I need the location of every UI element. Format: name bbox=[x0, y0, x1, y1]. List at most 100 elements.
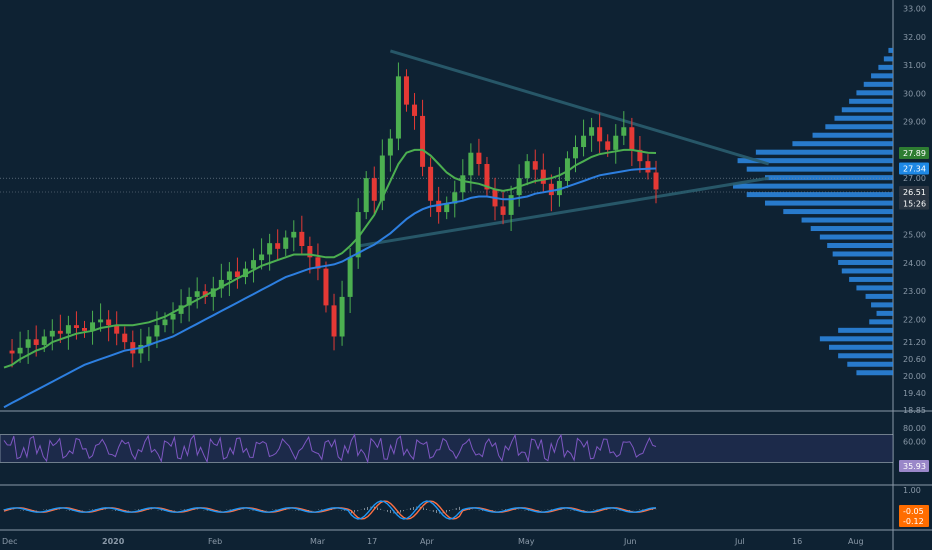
volume-profile-bar bbox=[856, 90, 893, 96]
volume-profile-bar bbox=[819, 336, 893, 342]
volume-profile-bar bbox=[812, 132, 893, 138]
candle-body bbox=[645, 161, 651, 173]
time-axis-label: Feb bbox=[208, 537, 222, 546]
candle-body bbox=[403, 76, 409, 105]
trendline bbox=[389, 49, 770, 166]
candle-body bbox=[613, 135, 619, 150]
volume-profile-bar bbox=[825, 124, 893, 130]
candle-body bbox=[532, 161, 538, 170]
macd-badge-label: -0.12 bbox=[903, 517, 924, 526]
volume-profile-bar bbox=[792, 141, 893, 147]
price-badge-label: 15:26 bbox=[903, 200, 926, 209]
volume-profile-bar bbox=[733, 183, 893, 189]
candle-body bbox=[154, 325, 160, 337]
candle-body bbox=[395, 76, 401, 139]
volume-profile-bar bbox=[819, 234, 893, 240]
candle-body bbox=[25, 339, 31, 348]
candle-body bbox=[259, 254, 265, 261]
candle-body bbox=[347, 257, 353, 297]
candle-body bbox=[363, 178, 369, 213]
candle-body bbox=[444, 203, 450, 213]
candle-body bbox=[653, 172, 659, 190]
candle-body bbox=[556, 180, 562, 196]
candle-body bbox=[57, 330, 63, 334]
candle-body bbox=[524, 161, 530, 179]
time-axis-label: Mar bbox=[310, 537, 326, 546]
candle-body bbox=[146, 336, 152, 345]
moving-average-fast bbox=[3, 148, 657, 369]
candle-body bbox=[210, 288, 216, 297]
volume-profile-bar bbox=[856, 285, 893, 291]
rsi-badge-label: 35.93 bbox=[903, 462, 926, 471]
candle-body bbox=[299, 231, 305, 246]
candle-body bbox=[540, 169, 546, 184]
volume-profile-bar bbox=[865, 293, 893, 299]
candle-body bbox=[170, 313, 176, 320]
candle-body bbox=[331, 305, 337, 337]
time-axis-label: Jun bbox=[623, 537, 637, 546]
price-tick-label: 31.00 bbox=[903, 61, 926, 70]
candle-body bbox=[17, 347, 23, 354]
candle-body bbox=[162, 319, 168, 326]
price-tick-label: 22.00 bbox=[903, 316, 926, 325]
volume-profile-bar bbox=[888, 47, 893, 53]
price-badge bbox=[899, 162, 929, 175]
candle-body bbox=[49, 330, 55, 337]
volume-profile-bar bbox=[765, 200, 893, 206]
candle-body bbox=[564, 158, 570, 181]
candle-body bbox=[194, 291, 200, 297]
candle-body bbox=[476, 152, 482, 164]
volume-profile-bar bbox=[746, 192, 893, 198]
macd-line bbox=[3, 500, 657, 520]
candle-body bbox=[90, 322, 96, 331]
volume-profile-bar bbox=[878, 64, 893, 70]
rsi-tick-label: 60.00 bbox=[903, 438, 926, 447]
candle-body bbox=[73, 325, 79, 328]
price-badge-label: 27.89 bbox=[903, 149, 926, 158]
candle-body bbox=[178, 305, 184, 314]
time-axis-label: Jul bbox=[734, 537, 745, 546]
candle-body bbox=[484, 164, 490, 190]
volume-profile-bar bbox=[755, 149, 893, 155]
volume-profile-bar bbox=[871, 302, 893, 308]
candle-body bbox=[33, 339, 39, 345]
candle-body bbox=[581, 135, 587, 148]
candle-body bbox=[98, 319, 104, 323]
candle-body bbox=[371, 178, 377, 201]
volume-profile-bar bbox=[869, 319, 893, 325]
candle-body bbox=[251, 260, 257, 269]
time-axis-label: Aug bbox=[848, 537, 864, 546]
volume-profile-bar bbox=[783, 209, 893, 215]
candle-body bbox=[242, 268, 248, 278]
volume-profile-bar bbox=[849, 98, 893, 104]
time-axis-label: 2020 bbox=[102, 537, 125, 546]
rsi-line bbox=[3, 433, 657, 464]
price-tick-label: 19.40 bbox=[903, 389, 926, 398]
candle-body bbox=[428, 166, 434, 201]
time-axis-label: May bbox=[518, 537, 535, 546]
candle-body bbox=[339, 296, 345, 337]
candle-body bbox=[379, 155, 385, 201]
rsi-tick-label: 80.00 bbox=[903, 424, 926, 433]
price-tick-label: 30.00 bbox=[903, 89, 926, 98]
price-tick-label: 32.00 bbox=[903, 33, 926, 42]
volume-profile-bar bbox=[737, 158, 893, 164]
candle-body bbox=[629, 127, 635, 150]
volume-profile-bar bbox=[801, 217, 893, 223]
candle-body bbox=[307, 246, 313, 258]
volume-profile-bar bbox=[827, 243, 893, 248]
candle-body bbox=[508, 195, 514, 215]
macd-tick-label: 1.00 bbox=[903, 486, 921, 495]
volume-profile-bar bbox=[876, 310, 893, 316]
candle-body bbox=[81, 328, 87, 331]
time-axis-label: Apr bbox=[420, 537, 435, 546]
candle-body bbox=[202, 291, 208, 297]
candle-body bbox=[234, 271, 240, 278]
price-tick-label: 18.85 bbox=[903, 406, 926, 415]
candle-body bbox=[452, 192, 458, 204]
price-badge-label: 27.34 bbox=[903, 165, 926, 174]
candle-body bbox=[500, 206, 506, 215]
time-axis-label: 17 bbox=[367, 537, 377, 546]
